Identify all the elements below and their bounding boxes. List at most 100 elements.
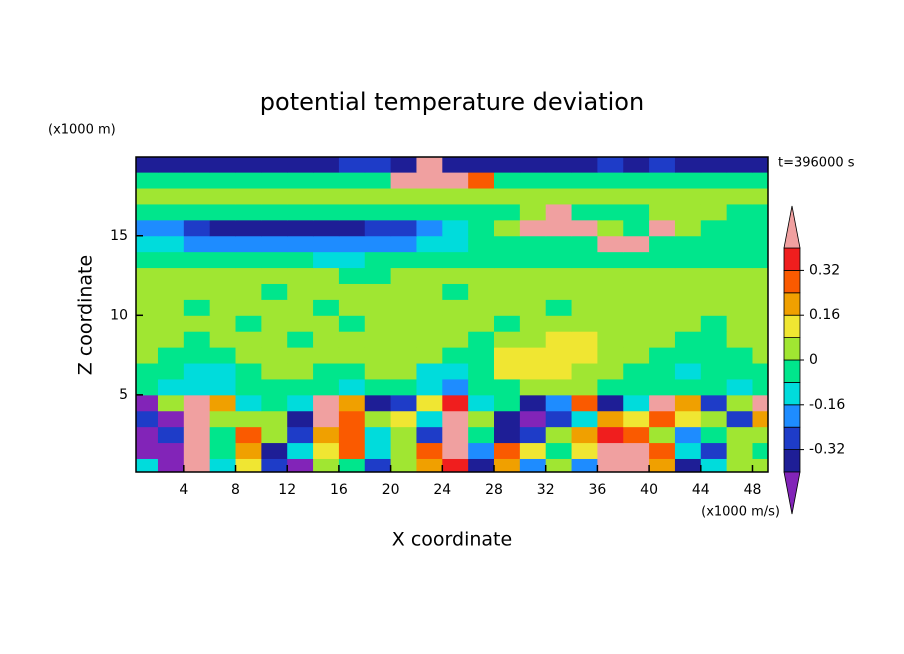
contour-cell xyxy=(700,458,728,472)
contour-cell xyxy=(726,363,753,380)
colorbar-box xyxy=(783,292,801,316)
contour-cell xyxy=(442,442,469,459)
contour-cell xyxy=(364,378,392,396)
contour-cell xyxy=(519,157,547,173)
contour-cell xyxy=(649,378,676,396)
contour-cell xyxy=(468,315,495,332)
contour-cell xyxy=(623,299,650,316)
x-tick-label: 12 xyxy=(278,482,296,498)
contour-cell xyxy=(442,426,469,444)
contour-cell xyxy=(700,315,728,332)
contour-cell xyxy=(700,410,728,428)
contour-cell xyxy=(287,426,314,444)
contour-cell xyxy=(468,251,495,269)
contour-cell xyxy=(416,203,443,221)
contour-cell xyxy=(674,299,702,316)
contour-cell xyxy=(623,426,650,444)
contour-cell xyxy=(442,394,469,412)
contour-cell xyxy=(545,157,573,173)
contour-cell xyxy=(726,315,753,332)
contour-cell xyxy=(416,315,443,332)
contour-cell xyxy=(235,458,262,472)
contour-cell xyxy=(261,394,288,412)
contour-cell xyxy=(235,172,262,189)
contour-cell xyxy=(157,251,185,269)
contour-cell xyxy=(545,347,573,364)
contour-cell xyxy=(494,315,521,332)
contour-cell xyxy=(183,347,211,364)
contour-cell xyxy=(623,315,650,332)
contour-cell xyxy=(364,299,392,316)
contour-cell xyxy=(261,378,288,396)
contour-cell xyxy=(157,331,185,348)
contour-cell xyxy=(545,251,573,269)
contour-cell xyxy=(597,172,624,189)
contour-cell xyxy=(519,267,547,284)
contour-cell xyxy=(700,219,728,237)
contour-cell xyxy=(726,426,753,444)
contour-cell xyxy=(313,378,340,396)
contour-cell xyxy=(674,426,702,444)
contour-cell xyxy=(545,172,573,189)
contour-cell xyxy=(623,378,650,396)
contour-cell xyxy=(364,442,392,459)
contour-cell xyxy=(649,188,676,205)
contour-cell xyxy=(700,378,728,396)
contour-cell xyxy=(623,347,650,364)
contour-cell xyxy=(235,426,262,444)
contour-cell xyxy=(136,267,159,284)
contour-cell xyxy=(597,203,624,221)
contour-cell xyxy=(261,157,288,173)
contour-cell xyxy=(752,394,768,412)
time-label: t=396000 s xyxy=(778,156,855,171)
contour-cell xyxy=(468,442,495,459)
contour-cell xyxy=(235,363,262,380)
y-tick-label: 5 xyxy=(119,387,128,403)
contour-cell xyxy=(157,426,185,444)
contour-cell xyxy=(519,299,547,316)
contour-cell xyxy=(494,251,521,269)
contour-cell xyxy=(649,299,676,316)
contour-cell xyxy=(209,157,237,173)
contour-cell xyxy=(468,283,495,300)
contour-cell xyxy=(209,188,237,205)
contour-cell xyxy=(468,157,495,173)
contour-cell xyxy=(287,251,314,269)
contour-cell xyxy=(364,251,392,269)
contour-cell xyxy=(157,394,185,412)
contour-cell xyxy=(623,267,650,284)
contour-cell xyxy=(571,172,598,189)
contour-cell xyxy=(287,157,314,173)
contour-cell xyxy=(287,347,314,364)
contour-cell xyxy=(261,458,288,472)
contour-cell xyxy=(157,378,185,396)
contour-cell xyxy=(338,378,366,396)
contour-cell xyxy=(752,157,768,173)
contour-cell xyxy=(390,299,417,316)
contour-cell xyxy=(209,283,237,300)
contour-cell xyxy=(364,188,392,205)
contour-cell xyxy=(287,378,314,396)
contour-cell xyxy=(726,219,753,237)
contour-cell xyxy=(364,410,392,428)
contour-cell xyxy=(623,442,650,459)
contour-cell xyxy=(519,458,547,472)
contour-cell xyxy=(338,203,366,221)
contour-cell xyxy=(287,410,314,428)
contour-cell xyxy=(597,363,624,380)
contour-cell xyxy=(674,347,702,364)
contour-cell xyxy=(416,331,443,348)
contour-cell xyxy=(468,426,495,444)
x-tick-label: 16 xyxy=(330,482,348,498)
contour-cell xyxy=(545,410,573,428)
colorbar-label: -0.16 xyxy=(809,397,845,413)
contour-cell xyxy=(209,378,237,396)
contour-cell xyxy=(442,203,469,221)
contour-cell xyxy=(390,235,417,253)
contour-cell xyxy=(209,235,237,253)
contour-cell xyxy=(468,188,495,205)
contour-cell xyxy=(390,315,417,332)
contour-cell xyxy=(623,331,650,348)
contour-cell xyxy=(183,458,211,472)
contour-cell xyxy=(136,315,159,332)
